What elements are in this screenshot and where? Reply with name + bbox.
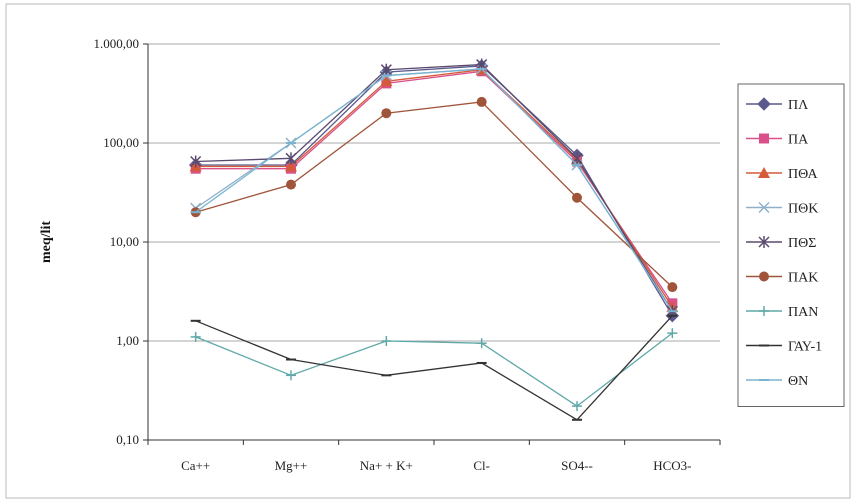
legend-label: ΠΑΚ (788, 271, 818, 286)
x-tick-label: HCO3- (653, 458, 691, 473)
data-point (380, 63, 392, 76)
y-tick-label: 100,00 (103, 135, 139, 150)
data-point (190, 331, 201, 342)
data-point (286, 179, 296, 190)
legend-item: ΠΘΑ (746, 167, 819, 182)
legend-marker (759, 271, 769, 282)
legend-label: ΠΘΑ (788, 167, 819, 182)
data-point (190, 155, 202, 168)
data-point (285, 160, 297, 172)
y-tick-label: 1,00 (116, 333, 139, 348)
data-point (285, 152, 297, 165)
series-7 (190, 314, 678, 421)
x-tick-label: Mg++ (275, 458, 308, 473)
legend-label: ΠΑ (788, 133, 809, 148)
series-line (195, 68, 673, 312)
legend: ΠΛ ΠΑ ΠΘΑ ΠΘΚ ΠΘΣ ΠΑΚ ΠΑΝ ΓΑΥ-1 ΘΝ (737, 83, 845, 407)
data-point (667, 328, 678, 339)
data-point (476, 338, 487, 349)
y-tick-label: 1.000,00 (94, 36, 140, 51)
legend-item: ΠΘΚ (746, 202, 818, 217)
x-tick-label: Cl- (473, 458, 490, 473)
legend-marker (758, 201, 770, 214)
legend-marker (759, 306, 769, 316)
legend-label: ΠΑΝ (788, 305, 818, 320)
legend-item: ΘΝ (746, 374, 808, 389)
legend-label: ΓΑΥ-1 (788, 340, 822, 355)
data-point (381, 108, 392, 119)
marker-stroke (758, 201, 770, 214)
x-tick-label: Na+ + K+ (360, 458, 413, 473)
x-tick-label: SO4-- (561, 458, 593, 473)
series-line (195, 101, 673, 288)
y-tick-label: 0,10 (116, 432, 139, 447)
data-point (667, 282, 678, 293)
legend-label: ΠΛ (788, 98, 809, 113)
legend-label: ΠΘΚ (788, 202, 818, 217)
series-line (195, 65, 673, 317)
series-6 (190, 328, 678, 412)
data-point (572, 192, 582, 203)
series-4 (190, 58, 678, 318)
legend-label: ΠΘΣ (788, 236, 816, 251)
legend-item: ΠΑΚ (746, 271, 818, 286)
legend-marker (758, 167, 770, 178)
data-point (572, 401, 582, 412)
legend-marker (757, 97, 771, 111)
series-lines (188, 58, 680, 421)
data-point (380, 75, 393, 87)
series-line (195, 332, 673, 407)
legend-item: ΠΛ (746, 97, 809, 113)
legend-item: ΠΘΣ (746, 236, 816, 251)
y-axis-title: meq/lit (39, 221, 54, 263)
y-tick-label: 10,00 (110, 234, 139, 249)
series-line (195, 315, 673, 421)
series-5 (190, 96, 678, 293)
data-point (381, 336, 392, 346)
legend-item: ΓΑΥ-1 (746, 340, 822, 355)
legend-marker (759, 133, 769, 144)
data-point (476, 96, 487, 107)
legend-item: ΠΑ (746, 133, 809, 148)
series-8 (190, 67, 678, 313)
data-point (286, 370, 296, 381)
legend-item: ΠΑΝ (746, 305, 818, 320)
legend-marker (758, 236, 770, 248)
x-tick-label: Ca++ (181, 458, 210, 473)
series-line (195, 63, 673, 312)
chart-frame (5, 3, 851, 499)
axes: 0,10 1,00 10,00 100,00 1.000,00 Ca++ Mg++ Na+ +… (39, 36, 721, 473)
legend-label: ΘΝ (788, 374, 808, 389)
